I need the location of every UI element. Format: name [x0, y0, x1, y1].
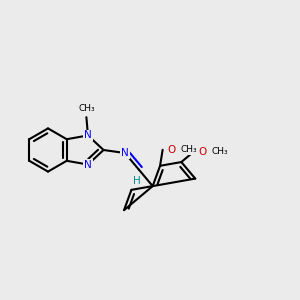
Text: O: O — [167, 145, 176, 155]
Text: N: N — [84, 130, 92, 140]
Text: N: N — [84, 160, 92, 170]
Text: CH₃: CH₃ — [212, 147, 228, 156]
Text: H: H — [134, 176, 141, 186]
Text: CH₃: CH₃ — [181, 145, 197, 154]
Text: CH₃: CH₃ — [78, 104, 95, 113]
Text: O: O — [198, 147, 206, 157]
Text: N: N — [121, 148, 129, 158]
